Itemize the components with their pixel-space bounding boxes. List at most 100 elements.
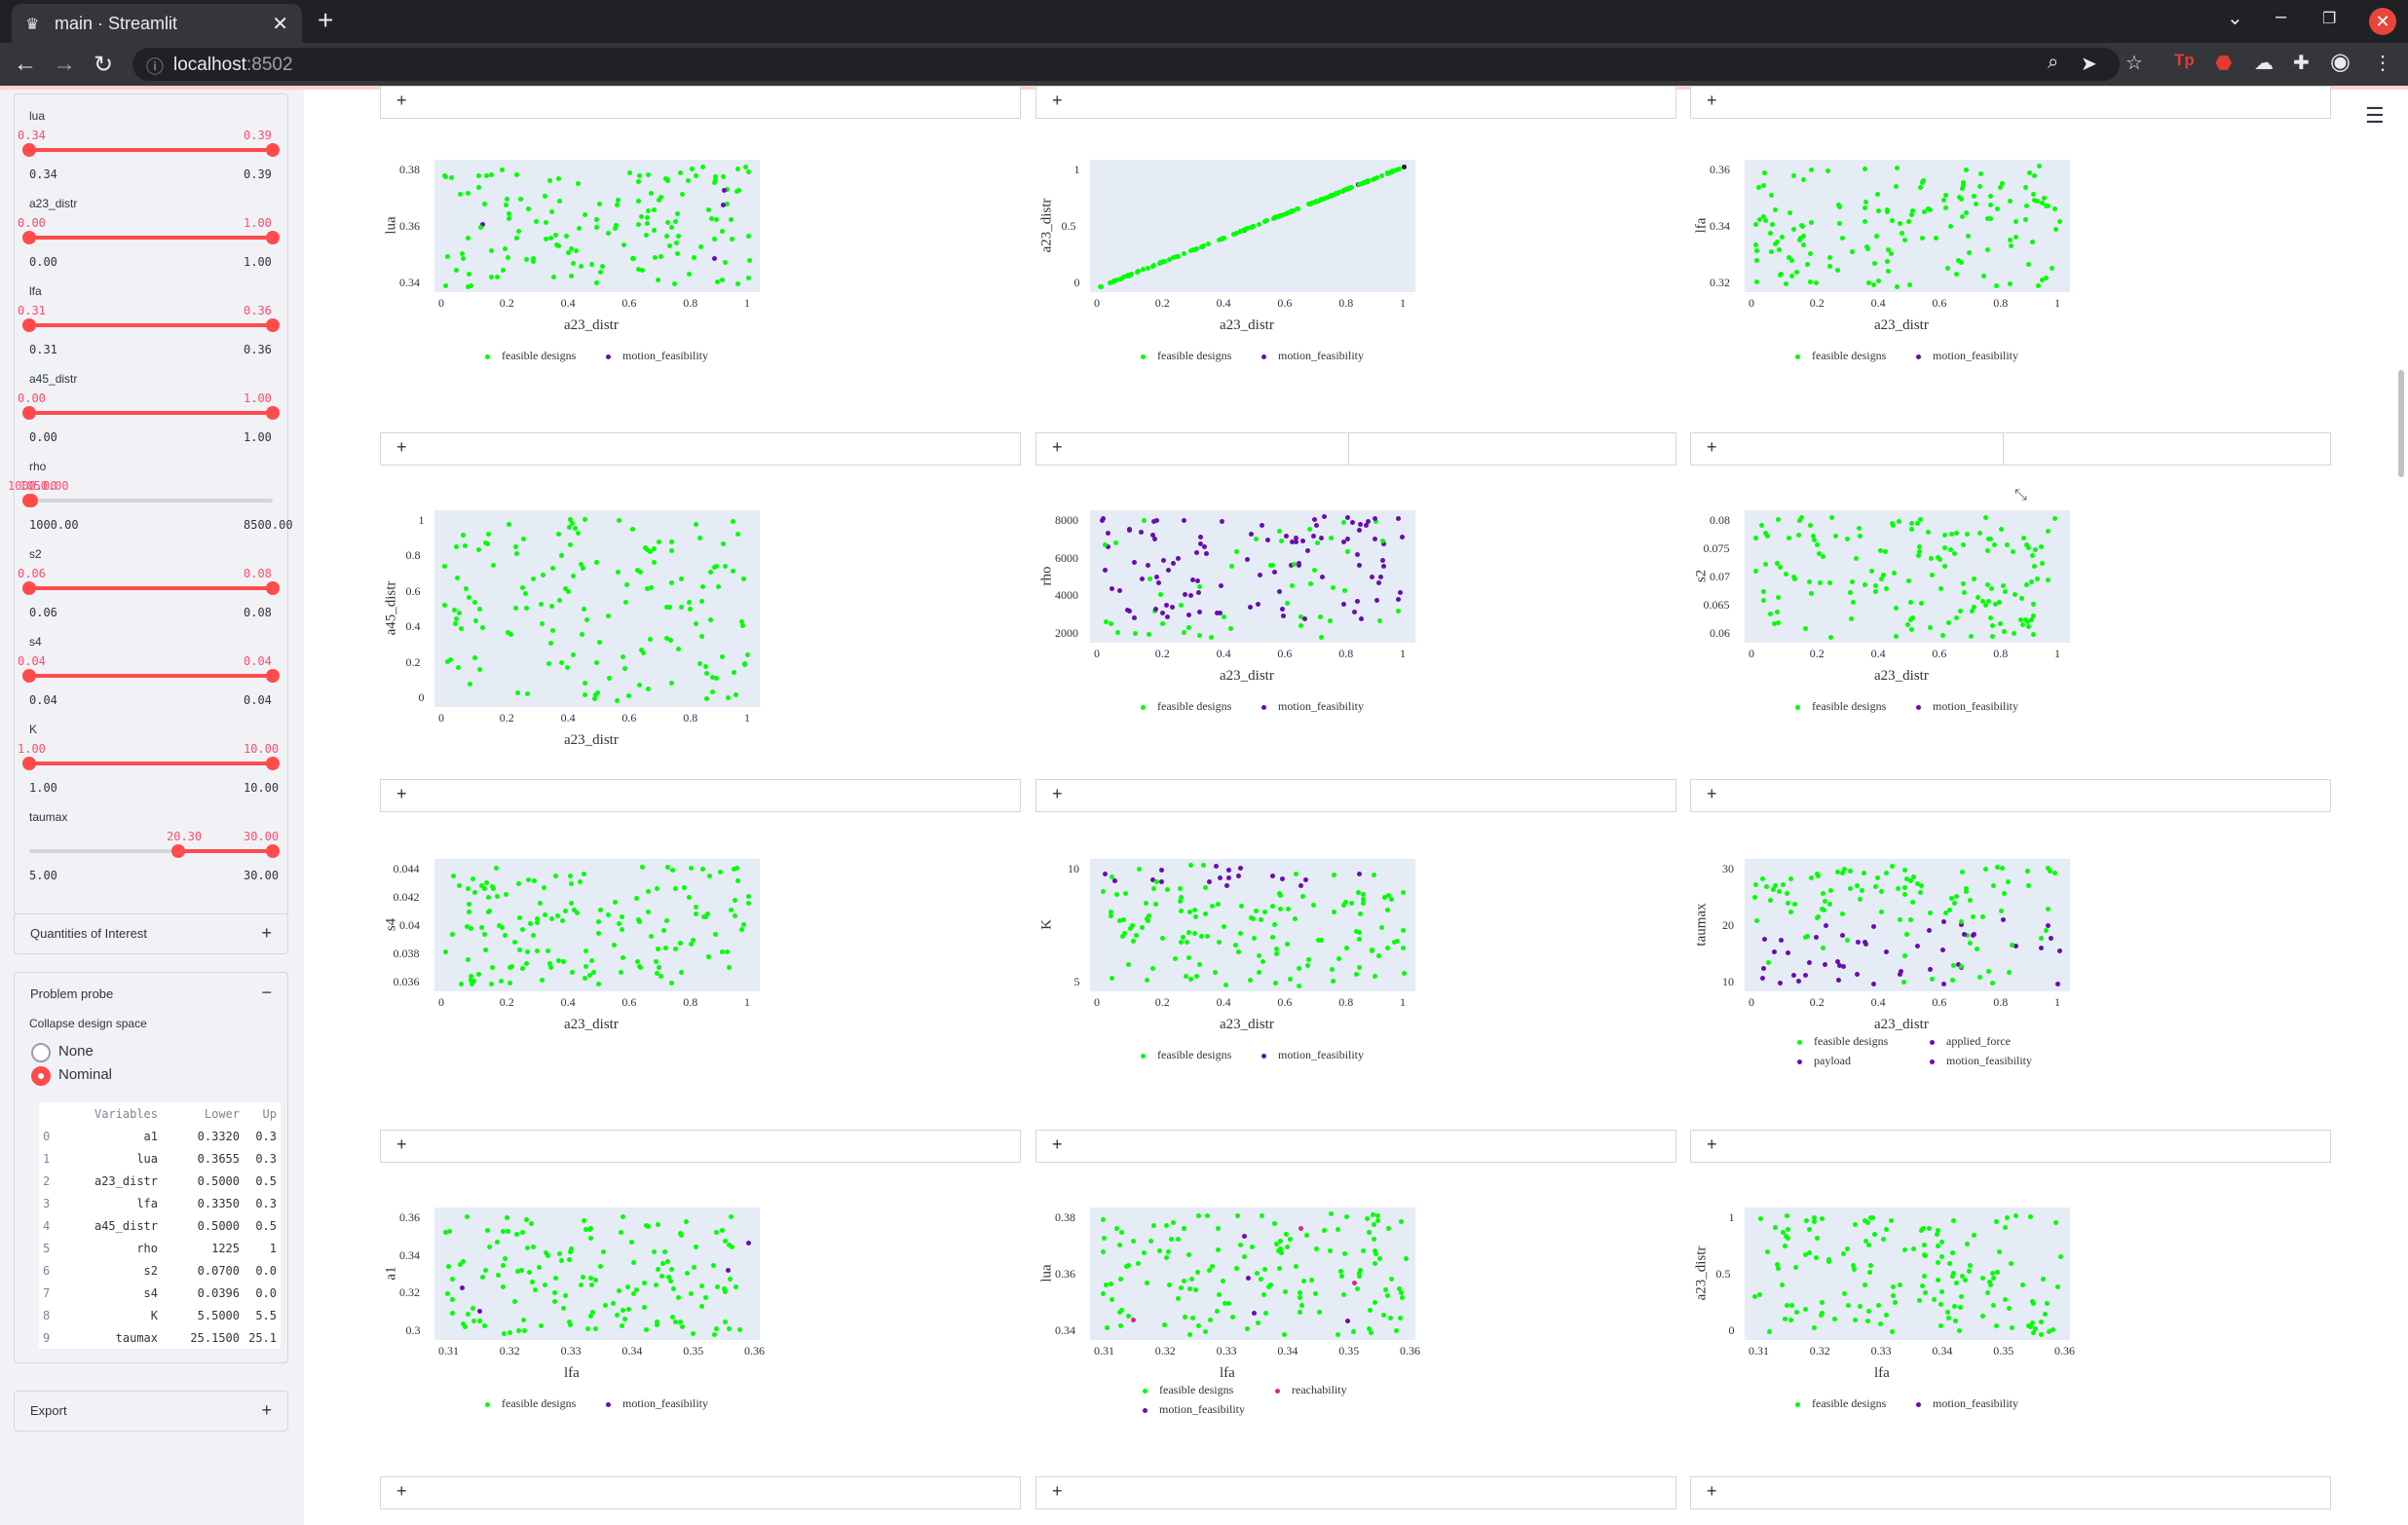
add-plot-button[interactable]: + <box>1690 86 2331 119</box>
address-bar[interactable]: ⓘ localhost:8502 ⌕ ➤ <box>132 48 2120 81</box>
new-tab-icon[interactable]: + <box>318 5 334 35</box>
reload-icon[interactable]: ↻ <box>94 52 114 78</box>
window-close-icon[interactable]: ✕ <box>2369 8 2396 35</box>
add-plot-button[interactable]: + <box>380 432 1021 465</box>
add-plot-button[interactable]: + <box>1035 432 1676 465</box>
legend-item[interactable]: feasible designs <box>1141 349 1231 363</box>
radio-nominal[interactable] <box>31 1066 51 1086</box>
legend-item[interactable]: motion_feasibility <box>1261 349 1364 363</box>
slider-high-handle[interactable] <box>266 669 280 683</box>
legend-item[interactable]: motion_feasibility <box>606 1396 708 1411</box>
slider-low-handle[interactable] <box>22 406 36 420</box>
extensions-puzzle-icon[interactable]: ✚ <box>2293 53 2310 74</box>
slider-high-handle[interactable] <box>23 494 38 507</box>
legend-item[interactable]: motion_feasibility <box>1916 699 2018 714</box>
slider-track[interactable] <box>22 143 280 157</box>
legend-item[interactable]: motion_feasibility <box>1143 1402 1245 1417</box>
slider-track[interactable] <box>22 406 280 420</box>
slider-high-handle[interactable] <box>266 318 280 332</box>
extension-cloud-icon[interactable]: ☁ <box>2254 53 2274 74</box>
add-plot-button[interactable]: + <box>1035 779 1676 812</box>
table-row[interactable]: 6 s2 0.0700 0.0 <box>39 1259 281 1282</box>
extension-shield-icon[interactable]: ⬣ <box>2215 53 2233 74</box>
table-row[interactable]: 3 lfa 0.3350 0.3 <box>39 1192 281 1214</box>
plot-area[interactable] <box>1090 859 1415 991</box>
table-row[interactable]: 0 a1 0.3320 0.3 <box>39 1125 281 1147</box>
restore-icon[interactable]: ❐ <box>2322 11 2337 27</box>
slider-high-handle[interactable] <box>266 757 280 770</box>
add-plot-button[interactable]: + <box>1035 86 1676 119</box>
add-plot-button[interactable]: + <box>1690 1476 2331 1509</box>
table-row[interactable]: 5 rho 1225 1 <box>39 1237 281 1259</box>
slider-track[interactable] <box>22 757 280 770</box>
legend-item[interactable]: motion_feasibility <box>1916 349 2018 363</box>
table-row[interactable]: 4 a45_distr 0.5000 0.5 <box>39 1214 281 1237</box>
legend-item[interactable]: feasible designs <box>485 1396 576 1411</box>
expand-plus-icon[interactable]: + <box>261 923 272 943</box>
add-plot-button[interactable]: + <box>1035 1476 1676 1509</box>
legend-item[interactable]: feasible designs <box>1795 349 1886 363</box>
legend-item[interactable]: feasible designs <box>1795 1396 1886 1411</box>
slider-track[interactable] <box>22 669 280 683</box>
plot-area[interactable] <box>1745 1208 2070 1340</box>
add-plot-button[interactable]: + <box>380 1130 1021 1163</box>
legend-item[interactable]: applied_force <box>1930 1034 2011 1049</box>
legend-item[interactable]: feasible designs <box>1143 1383 1233 1397</box>
slider-low-handle[interactable] <box>22 669 36 683</box>
slider-high-handle[interactable] <box>266 844 280 858</box>
slider-low-handle[interactable] <box>171 844 185 858</box>
scrollbar-thumb[interactable] <box>2398 370 2404 477</box>
legend-item[interactable]: motion_feasibility <box>1916 1396 2018 1411</box>
legend-item[interactable]: payload <box>1797 1054 1851 1068</box>
legend-item[interactable]: motion_feasibility <box>1930 1054 2032 1068</box>
zoom-icon[interactable]: ⌕ <box>2048 52 2059 73</box>
plot-area[interactable] <box>1745 160 2070 292</box>
profile-avatar-icon[interactable]: ◉ <box>2330 49 2351 75</box>
slider-track[interactable] <box>22 231 280 244</box>
table-row[interactable]: 2 a23_distr 0.5000 0.5 <box>39 1170 281 1192</box>
plot-area[interactable] <box>1745 510 2070 643</box>
table-row[interactable]: 1 lua 0.3655 0.3 <box>39 1147 281 1170</box>
radio-none[interactable] <box>31 1043 51 1062</box>
legend-item[interactable]: motion_feasibility <box>1261 699 1364 714</box>
slider-low-handle[interactable] <box>22 231 36 244</box>
forward-icon[interactable]: → <box>53 51 76 77</box>
legend-item[interactable]: motion_feasibility <box>1261 1048 1364 1062</box>
add-plot-button[interactable]: + <box>1690 432 2331 465</box>
hamburger-menu-icon[interactable]: ☰ <box>2365 103 2385 128</box>
slider-high-handle[interactable] <box>266 143 280 157</box>
add-plot-button[interactable]: + <box>1690 1130 2331 1163</box>
slider-low-handle[interactable] <box>22 757 36 770</box>
add-plot-button[interactable]: + <box>380 1476 1021 1509</box>
send-icon[interactable]: ➤ <box>2081 54 2097 75</box>
tab-search-icon[interactable]: ⌄ <box>2227 8 2243 29</box>
fullscreen-icon[interactable]: ⤡ <box>2014 487 2027 503</box>
browser-tab[interactable]: ♛ main · Streamlit ✕ <box>12 4 302 43</box>
table-row[interactable]: 7 s4 0.0396 0.0 <box>39 1282 281 1304</box>
back-icon[interactable]: ← <box>14 51 37 77</box>
slider-high-handle[interactable] <box>266 231 280 244</box>
site-info-icon[interactable]: ⓘ <box>146 57 164 77</box>
table-row[interactable]: 8 K 5.5000 5.5 <box>39 1304 281 1326</box>
quantities-expander[interactable]: Quantities of Interest + <box>14 913 288 954</box>
browser-menu-icon[interactable]: ⋮ <box>2373 53 2392 74</box>
slider-low-handle[interactable] <box>22 143 36 157</box>
legend-item[interactable]: feasible designs <box>1797 1034 1888 1049</box>
probe-dataframe[interactable]: Variables Lower Up 0 a1 0.3320 0.3 1 lua… <box>39 1102 281 1349</box>
close-tab-icon[interactable]: ✕ <box>272 14 288 35</box>
legend-item[interactable]: feasible designs <box>485 349 576 363</box>
slider-high-handle[interactable] <box>266 581 280 595</box>
plot-area[interactable] <box>434 1208 760 1340</box>
slider-low-handle[interactable] <box>22 581 36 595</box>
add-plot-button[interactable]: + <box>380 779 1021 812</box>
collapse-minus-icon[interactable]: − <box>261 983 272 1002</box>
add-plot-button[interactable]: + <box>380 86 1021 119</box>
legend-item[interactable]: reachability <box>1275 1383 1347 1397</box>
table-row[interactable]: 9 taumax 25.1500 25.1 <box>39 1326 281 1349</box>
slider-track[interactable] <box>29 844 280 858</box>
extension-tp-icon[interactable]: Tp <box>2174 51 2195 69</box>
legend-item[interactable]: feasible designs <box>1141 1048 1231 1062</box>
slider-track[interactable] <box>22 318 280 332</box>
legend-item[interactable]: motion_feasibility <box>606 349 708 363</box>
plot-area[interactable] <box>1090 1208 1415 1340</box>
